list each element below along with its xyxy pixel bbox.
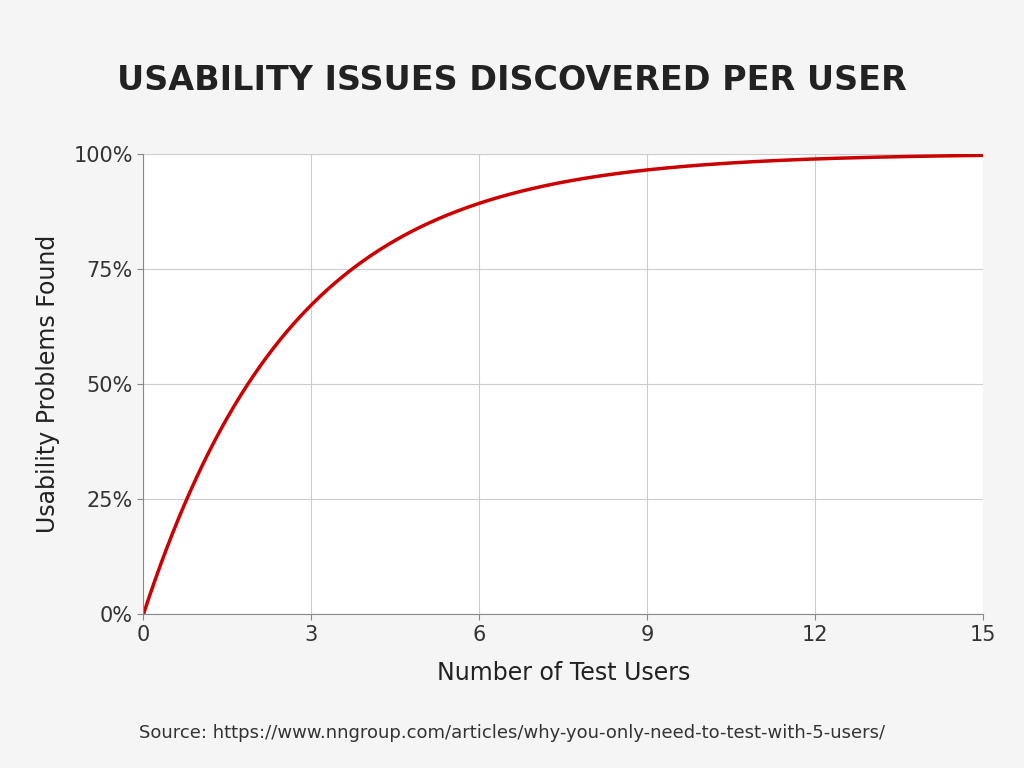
Text: USABILITY ISSUES DISCOVERED PER USER: USABILITY ISSUES DISCOVERED PER USER bbox=[117, 65, 907, 97]
X-axis label: Number of Test Users: Number of Test Users bbox=[436, 661, 690, 686]
Text: Source: https://www.nngroup.com/articles/why-you-only-need-to-test-with-5-users/: Source: https://www.nngroup.com/articles… bbox=[139, 724, 885, 743]
Y-axis label: Usability Problems Found: Usability Problems Found bbox=[36, 235, 59, 533]
